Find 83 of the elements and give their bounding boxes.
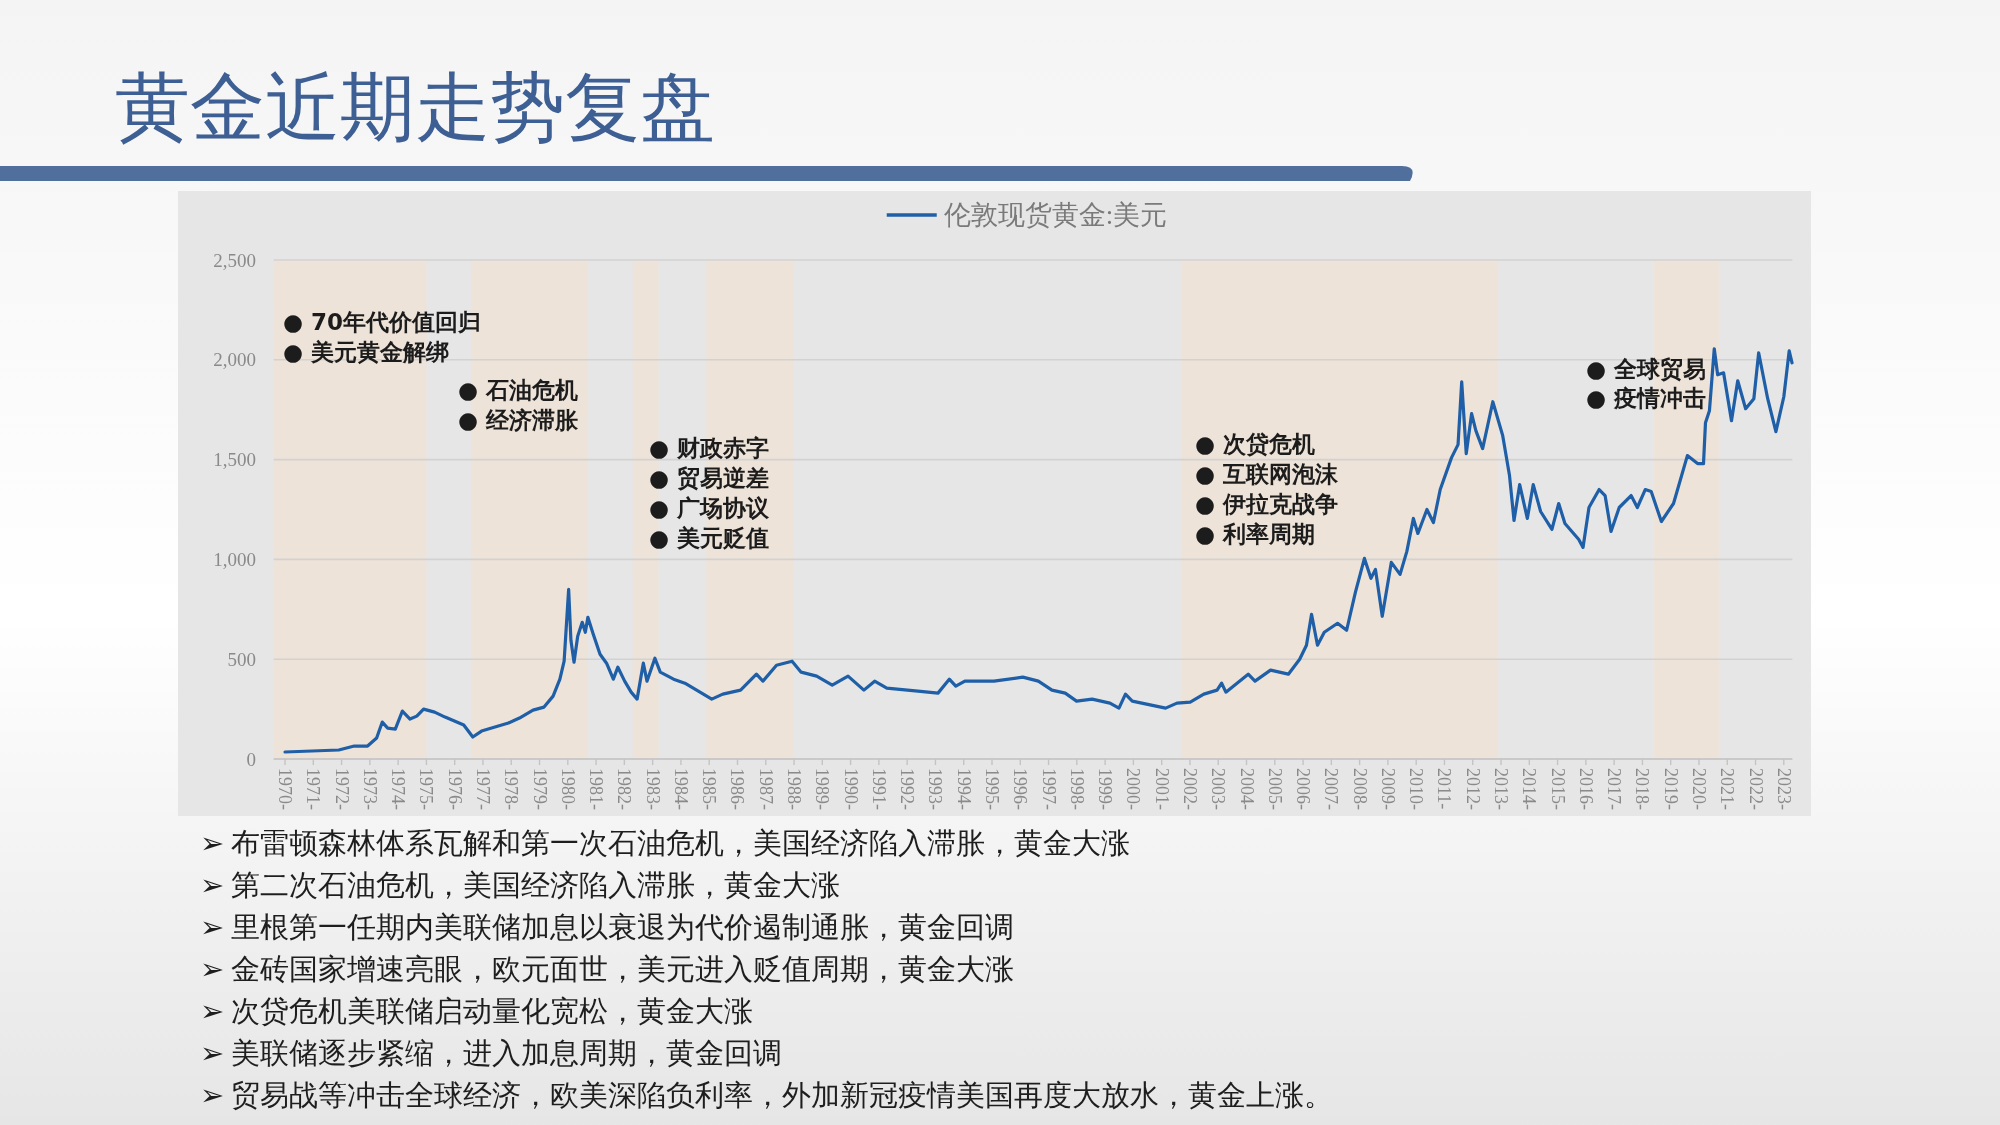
x-tick-label: 2015- — [1547, 768, 1568, 810]
x-tick-label: 2013- — [1491, 768, 1512, 810]
x-tick-label: 1974- — [388, 768, 409, 810]
x-tick-label: 1993- — [925, 768, 946, 810]
x-tick-label: 2020- — [1688, 768, 1709, 810]
x-tick-label: 1987- — [755, 768, 776, 810]
x-tick-label: 1988- — [784, 768, 805, 810]
text: ➢ 里根第一任期内美联储加息以衰退为代价遏制通胀，黄金回调 — [200, 911, 1015, 943]
x-tick-label: 1978- — [501, 768, 522, 810]
x-tick-label: 2021- — [1717, 768, 1738, 810]
annotation: ● 疫情冲击 — [1586, 385, 1707, 411]
annotation: ● 广场协议 — [649, 495, 771, 521]
x-tick-label: 1986- — [727, 768, 748, 810]
annotation: ● 利率周期 — [1195, 521, 1316, 547]
x-tick-label: 1970- — [275, 768, 296, 810]
x-tick-label: 1994- — [953, 768, 974, 810]
text: ➢ 第二次石油危机，美国经济陷入滞胀，黄金大涨 — [200, 869, 841, 901]
x-tick-label: 1979- — [529, 768, 550, 810]
x-tick-label: 1989- — [812, 768, 833, 810]
x-tick-label: 1972- — [331, 768, 352, 810]
x-tick-label: 1998- — [1066, 768, 1087, 810]
annotation: ● 经济滞胀 — [458, 407, 580, 433]
text: ➢ 贸易战等冲击全球经济，欧美深陷负利率，外加新冠疫情美国再度大放水，黄金上涨。 — [200, 1079, 1334, 1111]
x-tick-label: 1991- — [868, 768, 889, 810]
x-tick-label: 1980- — [557, 768, 578, 810]
x-tick-label: 1992- — [897, 768, 918, 810]
x-tick-label: 2022- — [1745, 768, 1766, 810]
x-tick-label: 2017- — [1604, 768, 1625, 810]
annotation: ● 石油危机 — [458, 377, 579, 403]
x-tick-label: 2002- — [1179, 768, 1200, 810]
x-tick-label: 2023- — [1773, 768, 1794, 810]
x-tick-label: 2018- — [1632, 768, 1653, 810]
x-tick-label: 2019- — [1660, 768, 1681, 810]
x-tick-label: 1973- — [359, 768, 380, 810]
x-tick-label: 1999- — [1095, 768, 1116, 810]
x-tick-label: 2001- — [1151, 768, 1172, 810]
x-tick-label: 1976- — [444, 768, 465, 810]
y-tick-label: 1,500 — [213, 449, 256, 471]
x-tick-label: 2016- — [1575, 768, 1596, 810]
x-tick-label: 2008- — [1349, 768, 1370, 810]
chart-title: 黄金近期走势复盘 — [115, 66, 715, 149]
y-tick-label: 500 — [227, 648, 256, 670]
y-tick-label: 2,000 — [213, 349, 256, 371]
x-tick-label: 1983- — [642, 768, 663, 810]
x-tick-label: 2009- — [1377, 768, 1398, 810]
annotation: ● 伊拉克战争 — [1195, 491, 1339, 517]
legend-label: 伦敦现货黄金:美元 — [943, 200, 1168, 230]
annotation: ● 次贷危机 — [1195, 431, 1316, 457]
annotation: ● 70年代价值回归 — [283, 309, 482, 335]
x-tick-label: 1990- — [840, 768, 861, 810]
x-tick-label: 2004- — [1236, 768, 1257, 810]
x-tick-label: 2005- — [1264, 768, 1285, 810]
x-tick-label: 2006- — [1293, 768, 1314, 810]
annotation: ● 美元黄金解绑 — [283, 339, 450, 365]
text: ➢ 布雷顿森林体系瓦解和第一次石油危机，美国经济陷入滞胀，黄金大涨 — [200, 827, 1131, 859]
x-tick-label: 1995- — [981, 768, 1002, 810]
x-tick-label: 2010- — [1406, 768, 1427, 810]
x-tick-label: 2012- — [1462, 768, 1483, 810]
x-tick-label: 1981- — [586, 768, 607, 810]
y-tick-label: 0 — [246, 748, 256, 770]
x-tick-label: 1985- — [699, 768, 720, 810]
y-tick-label: 2,500 — [213, 249, 256, 271]
x-tick-label: 2000- — [1123, 768, 1144, 810]
y-tick-label: 1,000 — [213, 548, 256, 570]
text: ➢ 次贷危机美联储启动量化宽松，黄金大涨 — [200, 995, 754, 1027]
annotation: ● 财政赤字 — [649, 435, 770, 461]
x-tick-label: 1975- — [416, 768, 437, 810]
x-tick-label: 1984- — [670, 768, 691, 810]
annotation: ● 互联网泡沫 — [1195, 461, 1340, 487]
x-tick-label: 1997- — [1038, 768, 1059, 810]
x-tick-label: 2014- — [1519, 768, 1540, 810]
x-tick-label: 1977- — [472, 768, 493, 810]
annotation: ● 全球贸易 — [1586, 356, 1707, 382]
x-tick-label: 1971- — [303, 768, 324, 810]
x-tick-label: 2007- — [1321, 768, 1342, 810]
text: ➢ 美联储逐步紧缩，进入加息周期，黄金回调 — [200, 1037, 783, 1069]
annotation: ● 贸易逆差 — [649, 465, 770, 491]
x-tick-label: 2011- — [1434, 768, 1455, 810]
annotation: ● 美元贬值 — [649, 525, 770, 551]
x-tick-label: 2003- — [1208, 768, 1229, 810]
text: ➢ 金砖国家增速亮眼，欧元面世，美元进入贬值周期，黄金大涨 — [200, 953, 1015, 985]
x-tick-label: 1996- — [1010, 768, 1031, 810]
x-tick-label: 1982- — [614, 768, 635, 810]
